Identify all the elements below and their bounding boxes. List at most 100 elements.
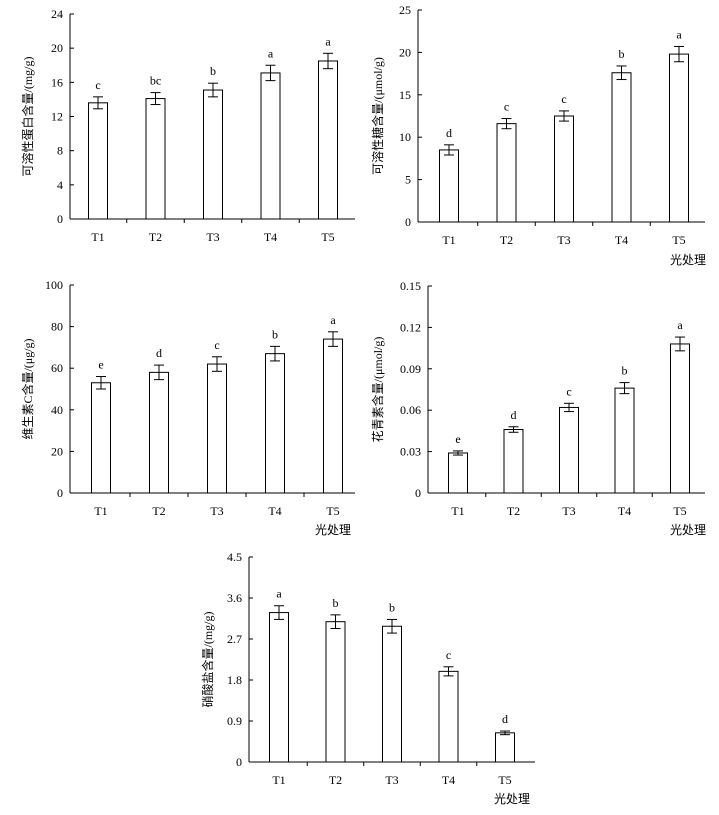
significance-letter: c [566, 384, 571, 398]
x-tick-label: T3 [206, 230, 219, 244]
x-tick-label: T4 [618, 504, 631, 518]
significance-letter: c [446, 648, 451, 662]
y-tick-label: 0.12 [400, 320, 421, 334]
y-tick-label: 60 [51, 361, 63, 375]
x-tick-label: T1 [94, 504, 107, 518]
y-tick-label: 0.9 [227, 714, 242, 728]
significance-letter: a [330, 313, 336, 327]
y-tick-label: 0 [57, 486, 63, 500]
x-tick-label: T4 [442, 773, 455, 787]
y-tick-label: 20 [399, 45, 411, 59]
y-tick-label: 0 [405, 215, 411, 229]
significance-letter: e [455, 432, 460, 446]
x-axis-label: 光处理 [315, 523, 351, 537]
x-tick-label: T5 [672, 233, 685, 247]
y-axis-label: 花青素含量/(μmol/g) [370, 337, 385, 443]
y-axis-label: 可溶性糖含量/(μmol/g) [370, 57, 385, 175]
y-tick-label: 10 [399, 130, 411, 144]
x-tick-label: T5 [326, 504, 339, 518]
y-tick-label: 0.09 [400, 362, 421, 376]
y-tick-label: 0.15 [400, 279, 421, 293]
bar [269, 612, 289, 763]
x-tick-label: T4 [268, 504, 281, 518]
y-tick-label: 40 [51, 403, 63, 417]
x-tick-label: T1 [91, 230, 104, 244]
significance-letter: d [446, 126, 452, 140]
bar [88, 102, 108, 220]
y-tick-label: 20 [51, 444, 63, 458]
significance-letter: bc [150, 74, 161, 88]
y-tick-label: 1.8 [227, 673, 242, 687]
y-tick-label: 0 [57, 212, 63, 226]
x-tick-label: T2 [500, 233, 513, 247]
y-tick-label: 100 [45, 278, 63, 292]
y-tick-label: 25 [399, 3, 411, 17]
y-tick-label: 12 [51, 110, 63, 124]
x-tick-label: T4 [264, 230, 277, 244]
bar [669, 53, 689, 223]
x-tick-label: T3 [557, 233, 570, 247]
bar [438, 670, 459, 763]
x-axis-label: 光处理 [494, 792, 530, 806]
bar [265, 353, 285, 494]
y-axis-label: 维生素C含量/(μg/g) [20, 338, 35, 439]
x-axis-label: 光处理 [670, 253, 706, 267]
significance-letter: d [511, 408, 517, 422]
chart-panel-5: 0 0.9 1.8 2.7 3.6 4.5 a T1 b T2 b T3 c T4 d T5 硝酸盐含量/(mg… [200, 550, 535, 806]
chart-panel-1: 0 4 8 12 16 20 24 c T1 bc T2 b T3 a T4 a T5 可溶性蛋白含量/(mg/g… [20, 7, 355, 244]
y-axis-label: 可溶性蛋白含量/(mg/g) [20, 57, 35, 177]
significance-letter: d [502, 712, 508, 726]
bar [448, 452, 468, 494]
significance-letter: b [389, 600, 395, 614]
y-axis-label: 硝酸盐含量/(mg/g) [200, 612, 215, 708]
bar [260, 72, 281, 220]
x-tick-label: T5 [498, 773, 511, 787]
x-tick-label: T2 [329, 773, 342, 787]
x-axis-label: 光处理 [670, 523, 706, 537]
significance-letter: a [677, 318, 683, 332]
bar [559, 406, 579, 494]
y-tick-label: 2.7 [227, 632, 242, 646]
bar [554, 115, 574, 223]
significance-letter: b [622, 364, 628, 378]
chart-panel-3: 0 20 40 60 80 100 e T1 d T2 c T3 b T4 a T5 维生素C含量/(μg/g)… [20, 278, 355, 537]
bar [496, 123, 517, 223]
x-tick-label: T1 [451, 504, 464, 518]
bar [439, 149, 459, 223]
x-tick-label: T1 [442, 233, 455, 247]
bar [203, 89, 223, 220]
y-tick-label: 4 [57, 178, 63, 192]
significance-letter: a [325, 34, 331, 48]
significance-letter: c [95, 78, 100, 92]
significance-letter: b [210, 64, 216, 78]
bar [323, 338, 343, 494]
bar [91, 382, 111, 494]
y-tick-label: 3.6 [227, 591, 242, 605]
y-tick-label: 4.5 [227, 550, 242, 564]
significance-letter: a [676, 27, 682, 41]
significance-letter: e [98, 358, 103, 372]
bar [495, 732, 515, 763]
x-tick-label: T5 [673, 504, 686, 518]
y-tick-label: 0.06 [400, 403, 421, 417]
y-tick-label: 16 [51, 75, 63, 89]
y-tick-label: 80 [51, 320, 63, 334]
x-tick-label: T2 [152, 504, 165, 518]
x-tick-label: T3 [385, 773, 398, 787]
bar [318, 60, 338, 220]
chart-panel-4: 0 0.03 0.06 0.09 0.12 0.15 e T1 d T2 c T3 b T4 a T5 花青素含… [370, 279, 706, 537]
y-tick-label: 0 [415, 486, 421, 500]
bar [149, 371, 169, 494]
bar [503, 429, 524, 494]
x-tick-label: T1 [272, 773, 285, 787]
x-tick-label: T2 [149, 230, 162, 244]
x-tick-label: T3 [562, 504, 575, 518]
bar [207, 363, 227, 494]
bar [614, 387, 635, 494]
chart-panel-2: 0 5 10 15 20 25 d T1 c T2 c T3 b T4 a T5 可溶性糖含量/(μmol/g)… [370, 3, 706, 267]
y-tick-label: 24 [51, 7, 63, 21]
y-tick-label: 0.03 [400, 445, 421, 459]
bar [145, 98, 166, 220]
bar [325, 621, 346, 763]
